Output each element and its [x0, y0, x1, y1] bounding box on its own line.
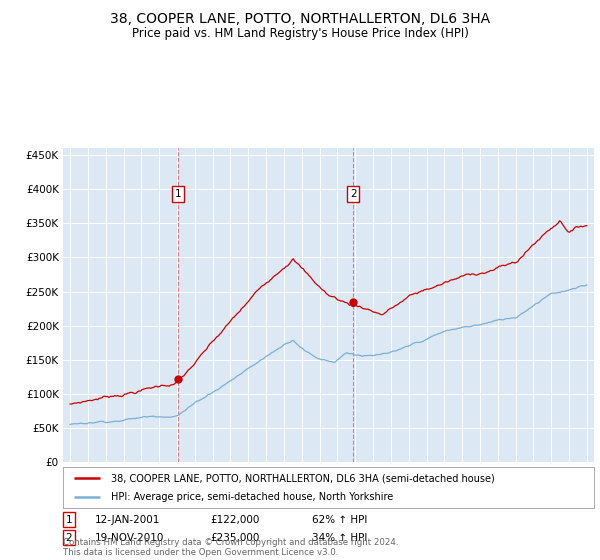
Text: 2: 2 [65, 533, 73, 543]
Text: 19-NOV-2010: 19-NOV-2010 [95, 533, 164, 543]
Text: 12-JAN-2001: 12-JAN-2001 [95, 515, 160, 525]
Text: 34% ↑ HPI: 34% ↑ HPI [312, 533, 367, 543]
Text: 1: 1 [175, 189, 181, 199]
Text: £122,000: £122,000 [210, 515, 259, 525]
Text: 62% ↑ HPI: 62% ↑ HPI [312, 515, 367, 525]
Text: 1: 1 [65, 515, 73, 525]
Text: £235,000: £235,000 [210, 533, 259, 543]
Text: 38, COOPER LANE, POTTO, NORTHALLERTON, DL6 3HA (semi-detached house): 38, COOPER LANE, POTTO, NORTHALLERTON, D… [111, 473, 494, 483]
Text: 38, COOPER LANE, POTTO, NORTHALLERTON, DL6 3HA: 38, COOPER LANE, POTTO, NORTHALLERTON, D… [110, 12, 490, 26]
Text: HPI: Average price, semi-detached house, North Yorkshire: HPI: Average price, semi-detached house,… [111, 492, 393, 502]
Text: Price paid vs. HM Land Registry's House Price Index (HPI): Price paid vs. HM Land Registry's House … [131, 27, 469, 40]
Text: 2: 2 [350, 189, 356, 199]
Text: Contains HM Land Registry data © Crown copyright and database right 2024.
This d: Contains HM Land Registry data © Crown c… [63, 538, 398, 557]
